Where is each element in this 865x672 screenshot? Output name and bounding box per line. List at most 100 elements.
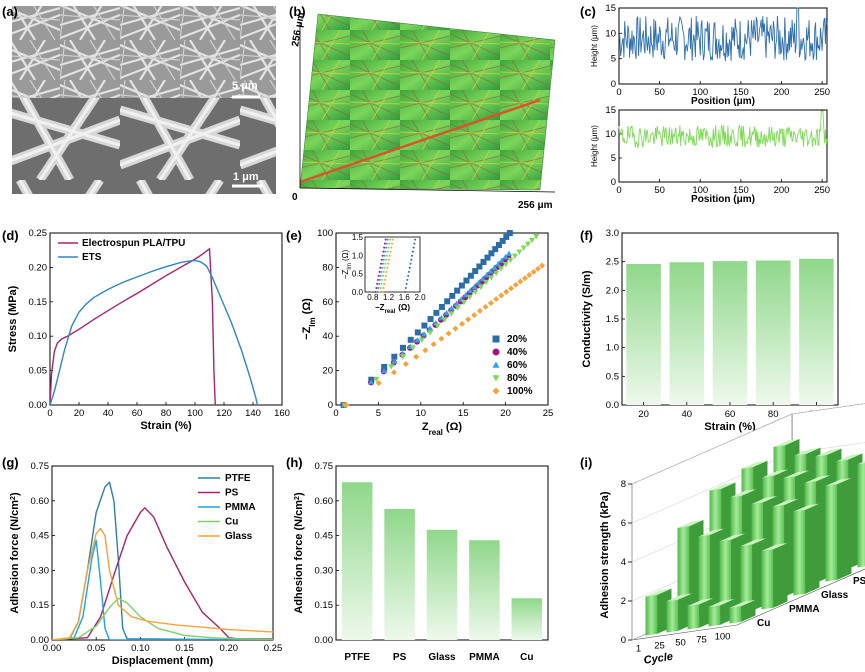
profile-0-ytick-label: 5 [611,54,616,65]
conductivity-bar [669,262,705,405]
nyquist-inset-point [411,250,414,253]
bar3d-top [677,519,704,528]
nyquist-point [454,287,461,294]
bar3d-top [772,498,799,507]
nyquist-legend-label: 20% [507,334,527,345]
bar3d-top [762,469,789,478]
nyquist-point [427,316,434,323]
stress-strain-ytick-label: 0.20 [29,262,48,273]
nyquist-point [343,402,350,408]
adhesion-curve-legend-label: PMMA [225,502,256,513]
nyquist-point [441,317,448,323]
bar3d-cycle-label: 50 [675,638,686,649]
nyquist-inset-point [382,286,385,289]
bar3d-material-label: Glass [821,590,849,601]
adhesion-bar-ylabel: Adhesion force (N/cm2) [293,492,305,614]
nyquist-point [443,309,450,316]
nyquist-inset-point [407,274,410,277]
nyquist-point [482,303,489,310]
stress-strain-series-line [50,247,216,405]
nyquist-inset-point [378,270,381,273]
panel-label-f: (f) [580,228,593,243]
adhesion-curve-line [52,539,273,640]
topography-surface [299,13,556,191]
adhesion-bar-category: PMMA [469,652,500,663]
adhesion-bar-rect [511,598,543,640]
adhesion-curve-xtick-label: 0.25 [264,643,283,654]
nyquist-point [388,364,395,370]
profile-1-xtick-label: 200 [774,185,790,196]
nyquist-point [421,322,428,329]
nyquist-point [498,266,505,272]
adhesion-bar-ylabel-sup: 2 [294,496,301,500]
nyquist-inset-point [383,266,386,269]
nyquist-point [476,263,483,270]
nyquist-inset-point [384,274,387,277]
stress-strain-xtick-label: 60 [132,408,143,419]
adhesion-bar-category: Cu [520,652,533,663]
adhesion-curve-ytick-label: 0.45 [31,531,50,542]
nyquist-inset-point [384,262,387,265]
bar3d-ztick-label: 0 [621,635,626,646]
bar3d-gridline [631,413,793,485]
adhesion-curve-line [52,507,273,640]
scale-label-top: 5 μm [232,80,258,92]
nyquist-point [380,367,387,373]
nyquist-point [492,246,499,253]
nyquist-legend-label: 40% [507,347,527,358]
nyquist-inset-point [380,258,383,261]
conductivity-xtick-label: 60 [725,409,736,420]
nyquist-point [477,284,484,291]
bar3d-top [709,482,736,491]
profile-1-ylabel: Height (μm) [590,125,599,167]
nyquist-point [453,300,460,306]
profile-1-xtick-label: 100 [692,185,708,196]
nyquist-point [438,335,445,342]
nyquist-ytick-label: 0 [328,400,333,411]
nyquist-inset-point [386,238,389,241]
bar3d-top [740,538,767,547]
profile-1-ytick-label: 15 [605,105,616,116]
scale-label-bottom: 1 μm [233,171,259,183]
conductivity-xtick-label: 80 [768,409,779,420]
nyquist-inset-point [375,286,378,289]
nyquist-inset-point [380,262,383,265]
conductivity-bar [712,261,748,405]
nyquist-inset-point [388,242,391,245]
nyquist-point [414,329,421,336]
nyquist-inset-point [381,254,384,257]
nyquist-inset-point [386,250,389,253]
nyquist-inset-point [414,238,417,241]
fiber-ridge [299,98,541,184]
nyquist-inset-point [379,274,382,277]
nyquist-ytick-label: 100 [317,228,333,239]
nyquist-point [496,241,503,248]
nyquist-inset-point [391,238,394,241]
nyquist-point [502,254,509,260]
bar3d-top [793,503,820,512]
nyquist-inset-xtick: 0.8 [367,293,379,302]
nyquist-point [521,275,528,282]
nyquist-inset-point [382,250,385,253]
nyquist-inset-point [382,274,385,277]
nyquist-point [465,316,472,323]
nyquist-inset-point [377,286,380,289]
nyquist-legend-label: 80% [507,373,527,384]
profile-0-xtick-label: 150 [733,87,749,98]
nyquist-point [368,378,375,385]
bar3d-xlabel: Cycle [643,651,674,667]
nyquist-point [479,275,486,282]
nyquist-point [487,299,494,306]
bar3d-ztick-label: 4 [621,557,626,568]
nyquist-point [445,330,452,337]
adhesion-curve-line [52,527,273,640]
nyquist-point [449,292,456,299]
nyquist-point [427,330,434,336]
nyquist-inset-point [387,258,390,261]
nyquist-point [508,285,515,292]
panel-b: 256 μm 256 μm 0 [290,12,556,211]
adhesion-bar-rect [384,508,415,640]
nyquist-xtick-label: 10 [416,408,427,419]
panel-label-c: (c) [580,4,596,19]
nyquist-inset-point [378,291,381,293]
